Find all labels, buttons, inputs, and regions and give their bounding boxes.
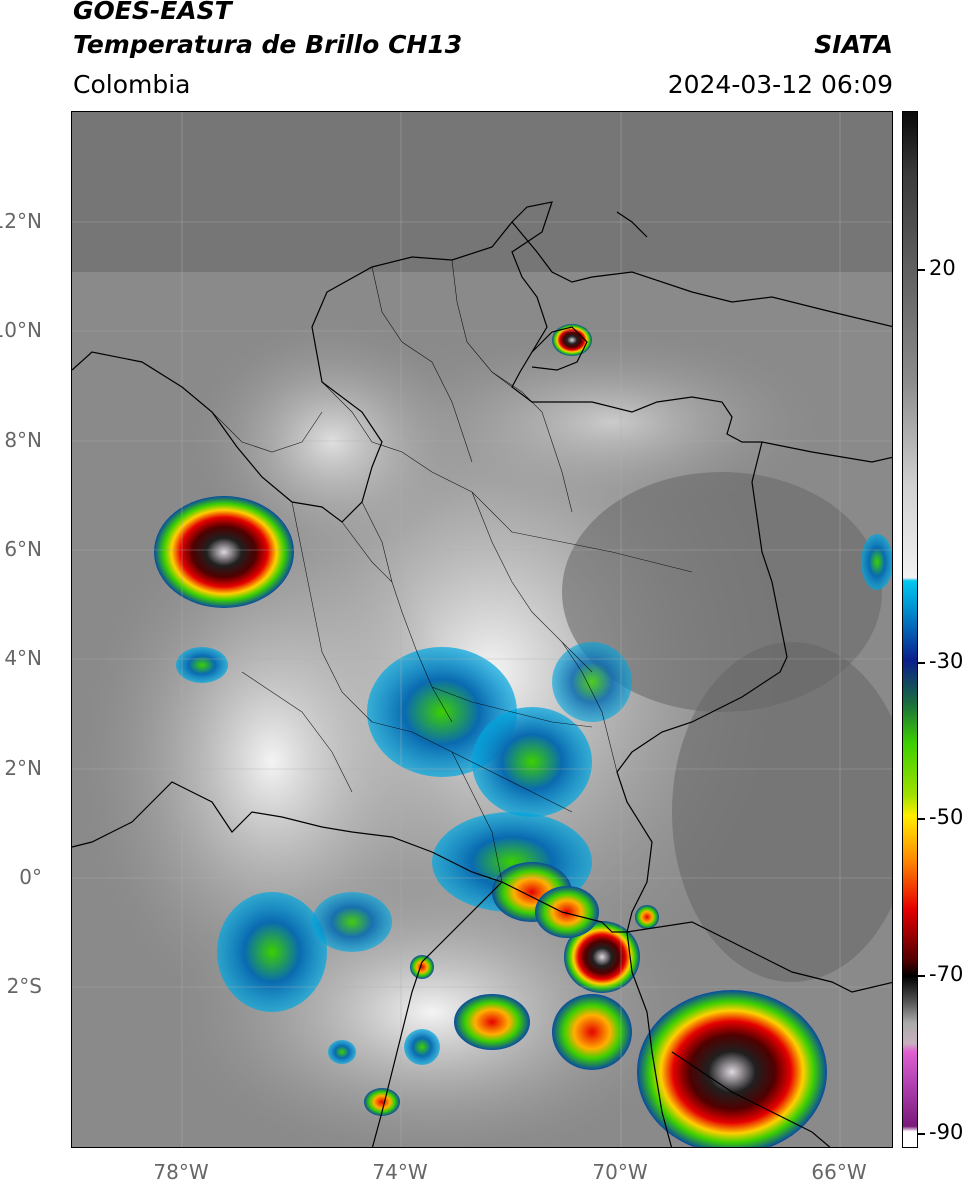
colorbar-label-neg70: -70 <box>929 962 964 986</box>
map-canvas <box>72 112 892 1147</box>
lon-label-78w: 78°W <box>153 1160 209 1184</box>
admin-borders <box>211 259 693 883</box>
lon-label-70w: 70°W <box>592 1160 648 1184</box>
colorbar-tick-neg70 <box>918 975 925 977</box>
gridlines <box>72 112 892 1147</box>
lat-label-6n: 6°N <box>4 537 42 561</box>
colorbar-label-neg90: -90 <box>929 1120 964 1144</box>
country-borders <box>72 201 892 1147</box>
lat-label-10n: 10°N <box>0 318 42 342</box>
cell-amazon-large <box>637 990 827 1147</box>
cell-antioquia <box>154 496 294 608</box>
datetime-label: 2024-03-12 06:09 <box>667 70 893 99</box>
lat-label-0: 0° <box>19 865 42 889</box>
colorbar-tick-20 <box>918 269 925 271</box>
agency-label: SIATA <box>814 30 893 59</box>
lat-label-8n: 8°N <box>4 428 42 452</box>
region-label: Colombia <box>73 70 191 99</box>
colorbar-label-neg50: -50 <box>929 805 964 829</box>
lat-label-12n: 12°N <box>0 209 42 233</box>
dark-sea-north <box>72 112 892 272</box>
colorbar-tick-neg30 <box>918 662 925 664</box>
lat-label-2n: 2°N <box>4 756 42 780</box>
lat-label-2s: 2°S <box>6 974 42 998</box>
temperature-colorbar <box>902 111 918 1148</box>
convective-cells <box>154 324 892 1147</box>
colorbar-label-neg30: -30 <box>929 649 964 673</box>
lat-label-4n: 4°N <box>4 646 42 670</box>
cell-maracaibo <box>552 324 592 356</box>
colorbar-label-20: 20 <box>929 256 956 280</box>
product-title: Temperatura de Brillo CH13 <box>73 30 463 59</box>
lon-label-66w: 66°W <box>811 1160 867 1184</box>
satellite-map[interactable] <box>71 111 893 1148</box>
colorbar-tick-neg90 <box>918 1133 925 1135</box>
satellite-title: GOES-EAST <box>73 0 232 25</box>
colorbar-tick-neg50 <box>918 818 925 820</box>
lon-label-74w: 74°W <box>372 1160 428 1184</box>
